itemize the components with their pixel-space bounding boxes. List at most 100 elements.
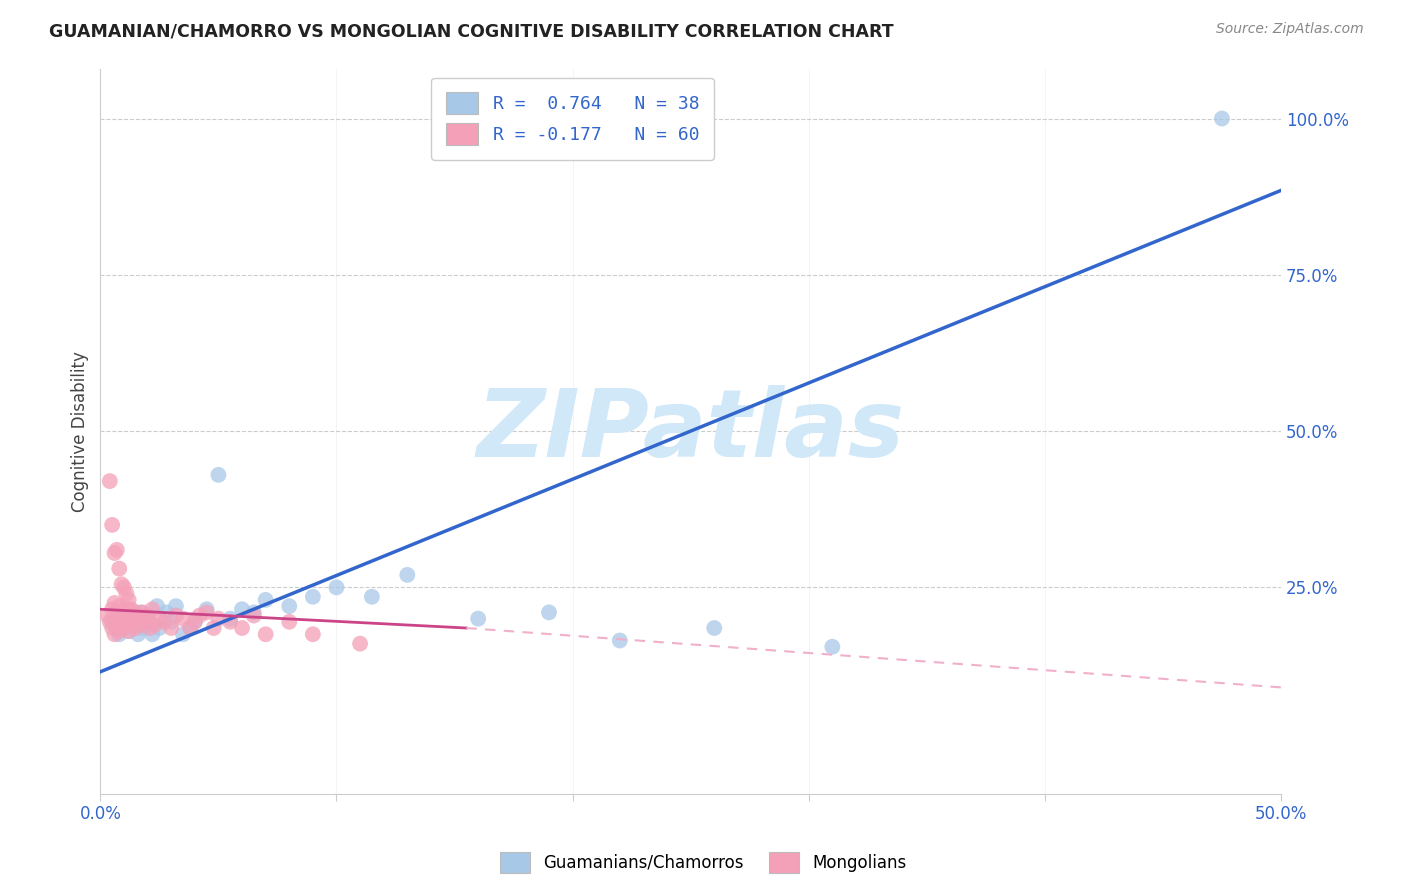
Point: [132, 606, 155, 620]
Point: [207, 467, 229, 482]
Point: [537, 606, 560, 620]
Point: [120, 608, 142, 623]
Point: [195, 602, 218, 616]
Point: [112, 580, 135, 594]
Point: [125, 615, 148, 629]
Point: [118, 602, 141, 616]
Point: [134, 615, 156, 629]
Point: [101, 615, 124, 629]
Point: [139, 621, 162, 635]
Point: [302, 627, 325, 641]
Point: [127, 627, 149, 641]
Point: [120, 608, 142, 623]
Point: [112, 612, 135, 626]
Point: [302, 590, 325, 604]
Point: [118, 624, 141, 639]
Y-axis label: Cognitive Disability: Cognitive Disability: [72, 351, 89, 511]
Point: [141, 602, 163, 616]
Point: [231, 621, 253, 635]
Point: [118, 593, 141, 607]
Point: [172, 627, 194, 641]
Point: [110, 577, 132, 591]
Legend: R =  0.764   N = 38, R = -0.177   N = 60: R = 0.764 N = 38, R = -0.177 N = 60: [432, 78, 714, 160]
Point: [467, 612, 489, 626]
Point: [132, 621, 155, 635]
Point: [96, 608, 118, 623]
Point: [122, 612, 145, 626]
Point: [703, 621, 725, 635]
Point: [1211, 112, 1233, 126]
Point: [98, 474, 121, 488]
Point: [278, 599, 301, 614]
Text: GUAMANIAN/CHAMORRO VS MONGOLIAN COGNITIVE DISABILITY CORRELATION CHART: GUAMANIAN/CHAMORRO VS MONGOLIAN COGNITIV…: [49, 22, 894, 40]
Point: [195, 606, 218, 620]
Text: Source: ZipAtlas.com: Source: ZipAtlas.com: [1216, 22, 1364, 37]
Point: [136, 612, 159, 626]
Point: [160, 621, 183, 635]
Point: [101, 517, 124, 532]
Point: [120, 602, 142, 616]
Point: [821, 640, 844, 654]
Point: [115, 608, 138, 623]
Point: [112, 621, 135, 635]
Point: [112, 612, 135, 626]
Point: [103, 627, 125, 641]
Point: [105, 606, 128, 620]
Point: [148, 621, 170, 635]
Point: [153, 615, 176, 629]
Point: [115, 587, 138, 601]
Point: [219, 612, 242, 626]
Point: [129, 618, 152, 632]
Point: [115, 618, 138, 632]
Point: [165, 608, 187, 623]
Point: [120, 615, 142, 629]
Point: [254, 593, 277, 607]
Point: [179, 621, 201, 635]
Point: [105, 621, 128, 635]
Point: [349, 637, 371, 651]
Point: [141, 627, 163, 641]
Point: [98, 615, 121, 629]
Point: [325, 580, 347, 594]
Point: [115, 618, 138, 632]
Point: [110, 606, 132, 620]
Legend: Guamanians/Chamorros, Mongolians: Guamanians/Chamorros, Mongolians: [494, 846, 912, 880]
Point: [108, 599, 131, 614]
Point: [108, 624, 131, 639]
Point: [231, 602, 253, 616]
Point: [146, 599, 169, 614]
Point: [118, 624, 141, 639]
Point: [165, 599, 187, 614]
Point: [243, 608, 266, 623]
Point: [172, 612, 194, 626]
Point: [188, 608, 211, 623]
Point: [110, 615, 132, 629]
Point: [609, 633, 631, 648]
Point: [143, 618, 166, 632]
Point: [184, 615, 207, 629]
Point: [136, 608, 159, 623]
Point: [108, 561, 131, 575]
Point: [103, 546, 125, 560]
Text: ZIPatlas: ZIPatlas: [477, 385, 904, 477]
Point: [105, 542, 128, 557]
Point: [160, 615, 183, 629]
Point: [361, 590, 384, 604]
Point: [243, 606, 266, 620]
Point: [101, 621, 124, 635]
Point: [101, 602, 124, 616]
Point: [278, 615, 301, 629]
Point: [125, 621, 148, 635]
Point: [219, 615, 242, 629]
Point: [108, 627, 131, 641]
Point: [254, 627, 277, 641]
Point: [103, 596, 125, 610]
Point: [179, 621, 201, 635]
Point: [207, 612, 229, 626]
Point: [148, 612, 170, 626]
Point: [127, 612, 149, 626]
Point: [125, 606, 148, 620]
Point: [112, 602, 135, 616]
Point: [155, 606, 177, 620]
Point: [184, 615, 207, 629]
